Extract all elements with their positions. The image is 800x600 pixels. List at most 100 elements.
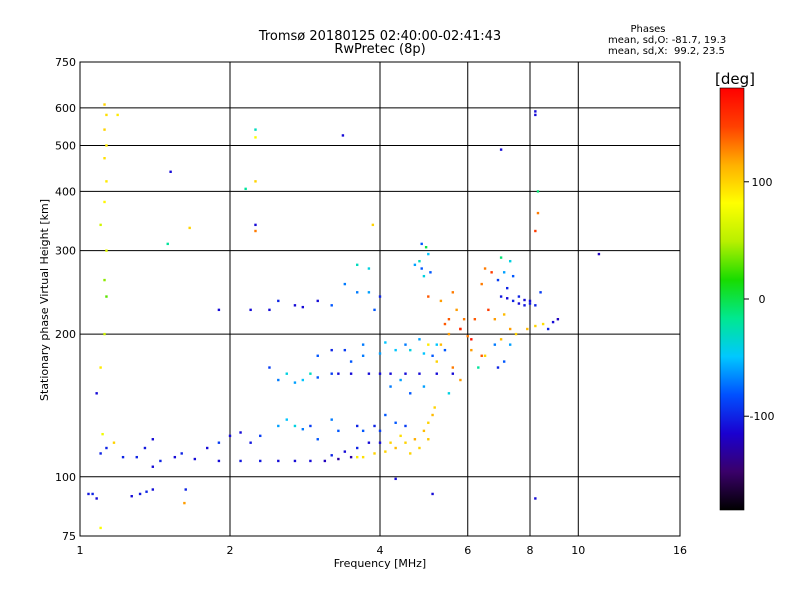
data-point	[105, 249, 108, 252]
data-point	[355, 446, 359, 450]
data-point	[95, 497, 98, 500]
data-point	[373, 452, 376, 455]
data-point	[254, 223, 257, 227]
data-point	[470, 348, 473, 352]
data-point	[466, 334, 469, 338]
data-point	[427, 421, 430, 424]
data-point	[116, 113, 119, 117]
data-point	[143, 446, 147, 450]
grid-lines	[80, 62, 680, 536]
data-point	[103, 332, 106, 336]
data-point	[105, 144, 108, 147]
data-point	[138, 492, 142, 496]
data-point	[277, 378, 280, 382]
data-point	[173, 455, 177, 459]
y-tick-label: 75	[62, 530, 76, 543]
data-point	[499, 338, 503, 341]
data-point	[105, 446, 108, 450]
data-point	[511, 299, 515, 303]
data-point	[378, 429, 382, 433]
data-point	[427, 252, 430, 256]
data-point	[459, 378, 462, 382]
data-point	[493, 318, 497, 321]
data-point	[361, 354, 365, 357]
data-point	[534, 229, 537, 233]
data-point	[330, 418, 333, 421]
data-point	[413, 438, 417, 441]
data-point	[367, 441, 371, 444]
data-point	[259, 459, 262, 463]
data-point	[112, 441, 116, 444]
x-tick-label: 6	[464, 544, 471, 557]
data-point	[99, 223, 102, 227]
colorbar-tick-label: 0	[759, 293, 766, 306]
data-point	[349, 455, 353, 459]
x-axis-ticks: 1 2 4 6 8 10 16	[77, 544, 688, 557]
data-point	[429, 271, 432, 274]
data-point	[293, 304, 297, 307]
data-point	[470, 338, 473, 341]
data-point	[455, 308, 458, 312]
colorbar-label: [deg]	[715, 70, 755, 88]
data-point	[145, 490, 148, 493]
data-point	[254, 229, 257, 233]
data-point	[496, 278, 500, 282]
data-point	[480, 282, 483, 286]
data-point	[536, 211, 540, 215]
data-point	[451, 291, 455, 294]
data-point	[422, 274, 426, 278]
data-point	[343, 348, 347, 352]
data-point	[355, 291, 359, 294]
data-point	[341, 134, 345, 137]
data-point	[151, 465, 155, 468]
data-point	[103, 103, 106, 106]
data-point	[277, 424, 280, 428]
y-axis-ticks: 75 100 200 300 400 500 600 750	[55, 56, 76, 543]
data-point	[249, 308, 252, 312]
x-tick-label: 16	[673, 544, 687, 557]
data-point	[451, 372, 455, 375]
data-point	[105, 113, 108, 117]
data-point	[487, 308, 490, 312]
data-point	[427, 438, 430, 441]
data-point	[539, 291, 542, 294]
data-point	[323, 459, 327, 463]
data-point	[373, 308, 376, 312]
data-point	[418, 259, 421, 263]
data-point	[477, 366, 480, 369]
data-point	[301, 305, 305, 309]
chart-title: Tromsø 20180125 02:40:00-02:41:43	[258, 29, 501, 44]
data-point	[399, 434, 402, 438]
data-point	[293, 459, 297, 463]
data-point	[502, 271, 506, 274]
stats-line-o: mean, sd,O: -81.7, 19.3	[608, 35, 726, 46]
data-point	[523, 298, 526, 302]
data-point	[404, 424, 407, 428]
y-tick-label: 200	[55, 328, 76, 341]
data-point	[420, 242, 423, 246]
data-point	[309, 424, 312, 428]
data-point	[511, 274, 515, 278]
data-point	[459, 327, 462, 331]
data-point	[166, 242, 169, 246]
data-point	[514, 332, 518, 336]
data-point	[517, 295, 521, 298]
data-point	[422, 429, 426, 433]
data-point	[99, 452, 102, 455]
data-point	[404, 441, 407, 444]
data-point	[193, 457, 197, 461]
data-point	[169, 170, 172, 173]
data-point	[316, 376, 319, 379]
data-point	[105, 180, 108, 183]
data-point	[361, 343, 365, 346]
data-point	[268, 366, 271, 369]
data-point	[355, 455, 359, 459]
data-point	[523, 304, 526, 307]
x-tick-label: 8	[527, 544, 534, 557]
data-point	[254, 136, 257, 139]
data-point	[316, 438, 319, 441]
data-point	[384, 341, 387, 344]
y-tick-label: 400	[55, 185, 76, 198]
data-point	[422, 352, 426, 355]
